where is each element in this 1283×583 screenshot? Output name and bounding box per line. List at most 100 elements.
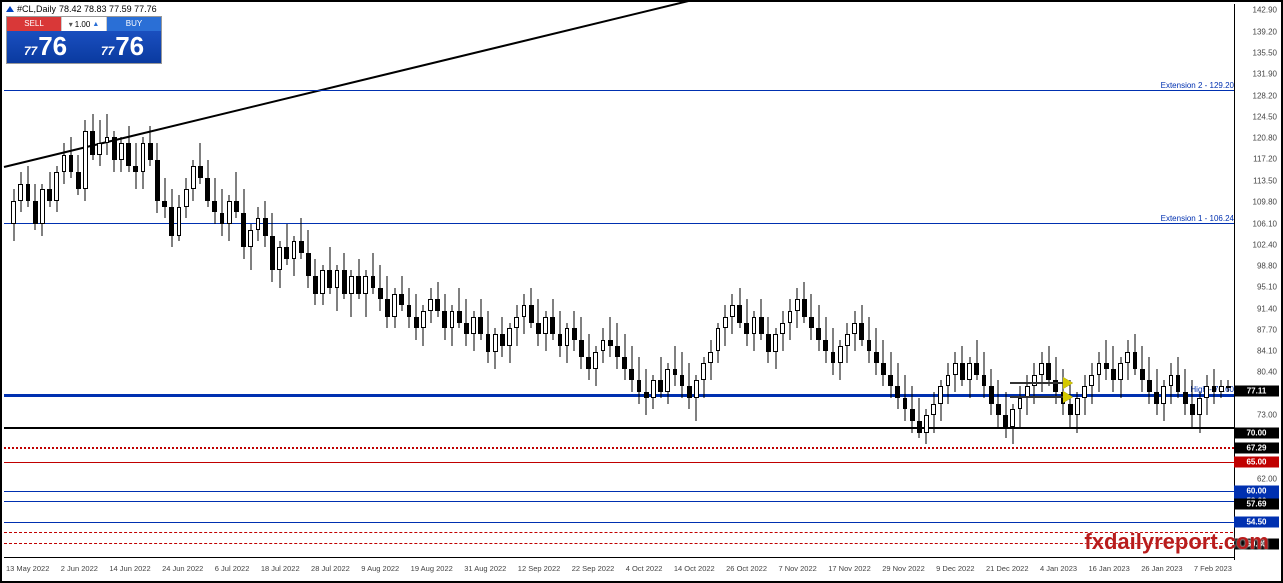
candle [629,4,634,560]
candle [112,4,117,560]
y-axis-tick: 95.10 [1257,283,1277,292]
candle [601,4,606,560]
candle [399,4,404,560]
x-axis-tick: 7 Feb 2023 [1194,564,1232,573]
y-axis-tick: 73.00 [1257,411,1277,420]
y-axis-tick: 128.20 [1253,91,1277,100]
candle [26,4,31,560]
sell-price-big: 76 [38,31,67,61]
candle [169,4,174,560]
candle [69,4,74,560]
volume-dropdown-icon[interactable]: ▾ [69,20,73,29]
candle [1039,4,1044,560]
candle [292,4,297,560]
price-flag: 77.11 [1234,386,1279,397]
candle [320,4,325,560]
candle [493,4,498,560]
candle [579,4,584,560]
candle [1046,4,1051,560]
candle [701,4,706,560]
candle [378,4,383,560]
volume-input[interactable]: ▾ 1.00 ▲ [61,17,107,31]
candle [191,4,196,560]
candle [543,4,548,560]
candle [658,4,663,560]
candle [708,4,713,560]
candle [126,4,131,560]
x-axis-tick: 13 May 2022 [6,564,49,573]
price-flag: 60.00 [1234,485,1279,496]
x-axis-tick: 17 Nov 2022 [828,564,871,573]
candle [1053,4,1058,560]
y-axis-tick: 102.40 [1253,240,1277,249]
buy-button[interactable]: 77 76 [84,31,161,63]
candle [421,4,426,560]
candle [615,4,620,560]
candle [644,4,649,560]
candle [651,4,656,560]
candle [54,4,59,560]
candle [457,4,462,560]
candle [960,4,965,560]
candle [895,4,900,560]
candle [205,4,210,560]
y-axis-tick: 109.80 [1253,198,1277,207]
price-flag: 54.50 [1234,517,1279,528]
candle [1161,4,1166,560]
candle [665,4,670,560]
candle [1089,4,1094,560]
x-axis-tick: 4 Jan 2023 [1040,564,1077,573]
sell-label: SELL [7,17,61,31]
candle [802,4,807,560]
candle [1140,4,1145,560]
arrow-head-icon [1063,377,1073,389]
buy-price-big: 76 [115,31,144,61]
candle [270,4,275,560]
y-axis-tick: 113.50 [1253,176,1277,185]
candle [212,4,217,560]
candle [982,4,987,560]
candle [1219,4,1224,560]
candle [407,4,412,560]
candle [392,4,397,560]
x-axis-tick: 31 Aug 2022 [464,564,506,573]
candle [62,4,67,560]
x-axis-tick: 7 Nov 2022 [778,564,816,573]
candle [565,4,570,560]
chart-plot-area[interactable]: Extension 2 - 129.20Extension 1 - 106.24… [4,4,1238,560]
price-flag: 65.00 [1234,456,1279,467]
candle [1061,4,1066,560]
chart-window: #CL,Daily 78.42 78.83 77.59 77.76 SELL ▾… [0,0,1283,583]
candle [428,4,433,560]
candle [874,4,879,560]
x-axis-tick: 18 Jul 2022 [261,564,300,573]
candle [184,4,189,560]
x-axis-tick: 21 Dec 2022 [986,564,1029,573]
candle [572,4,577,560]
sell-button[interactable]: 77 76 [7,31,84,63]
candle [558,4,563,560]
candle [464,4,469,560]
volume-stepper-icon[interactable]: ▲ [92,21,99,28]
x-axis-tick: 2 Jun 2022 [61,564,98,573]
candle [119,4,124,560]
x-axis-tick: 9 Aug 2022 [361,564,399,573]
y-axis-tick: 135.50 [1253,49,1277,58]
candle [730,4,735,560]
date-axis: 13 May 20222 Jun 202214 Jun 202224 Jun 2… [4,557,1234,579]
x-axis-tick: 14 Oct 2022 [674,564,715,573]
candle [867,4,872,560]
candle [1133,4,1138,560]
candle [723,4,728,560]
candle [234,4,239,560]
candle [385,4,390,560]
candle [435,4,440,560]
candle [637,4,642,560]
candle [917,4,922,560]
price-axis: 50.8054.5057.6958.2060.0062.0065.0067.29… [1234,4,1279,560]
candle [773,4,778,560]
candle [1068,4,1073,560]
candle [1204,4,1209,560]
candle [536,4,541,560]
x-axis-tick: 26 Jan 2023 [1141,564,1182,573]
